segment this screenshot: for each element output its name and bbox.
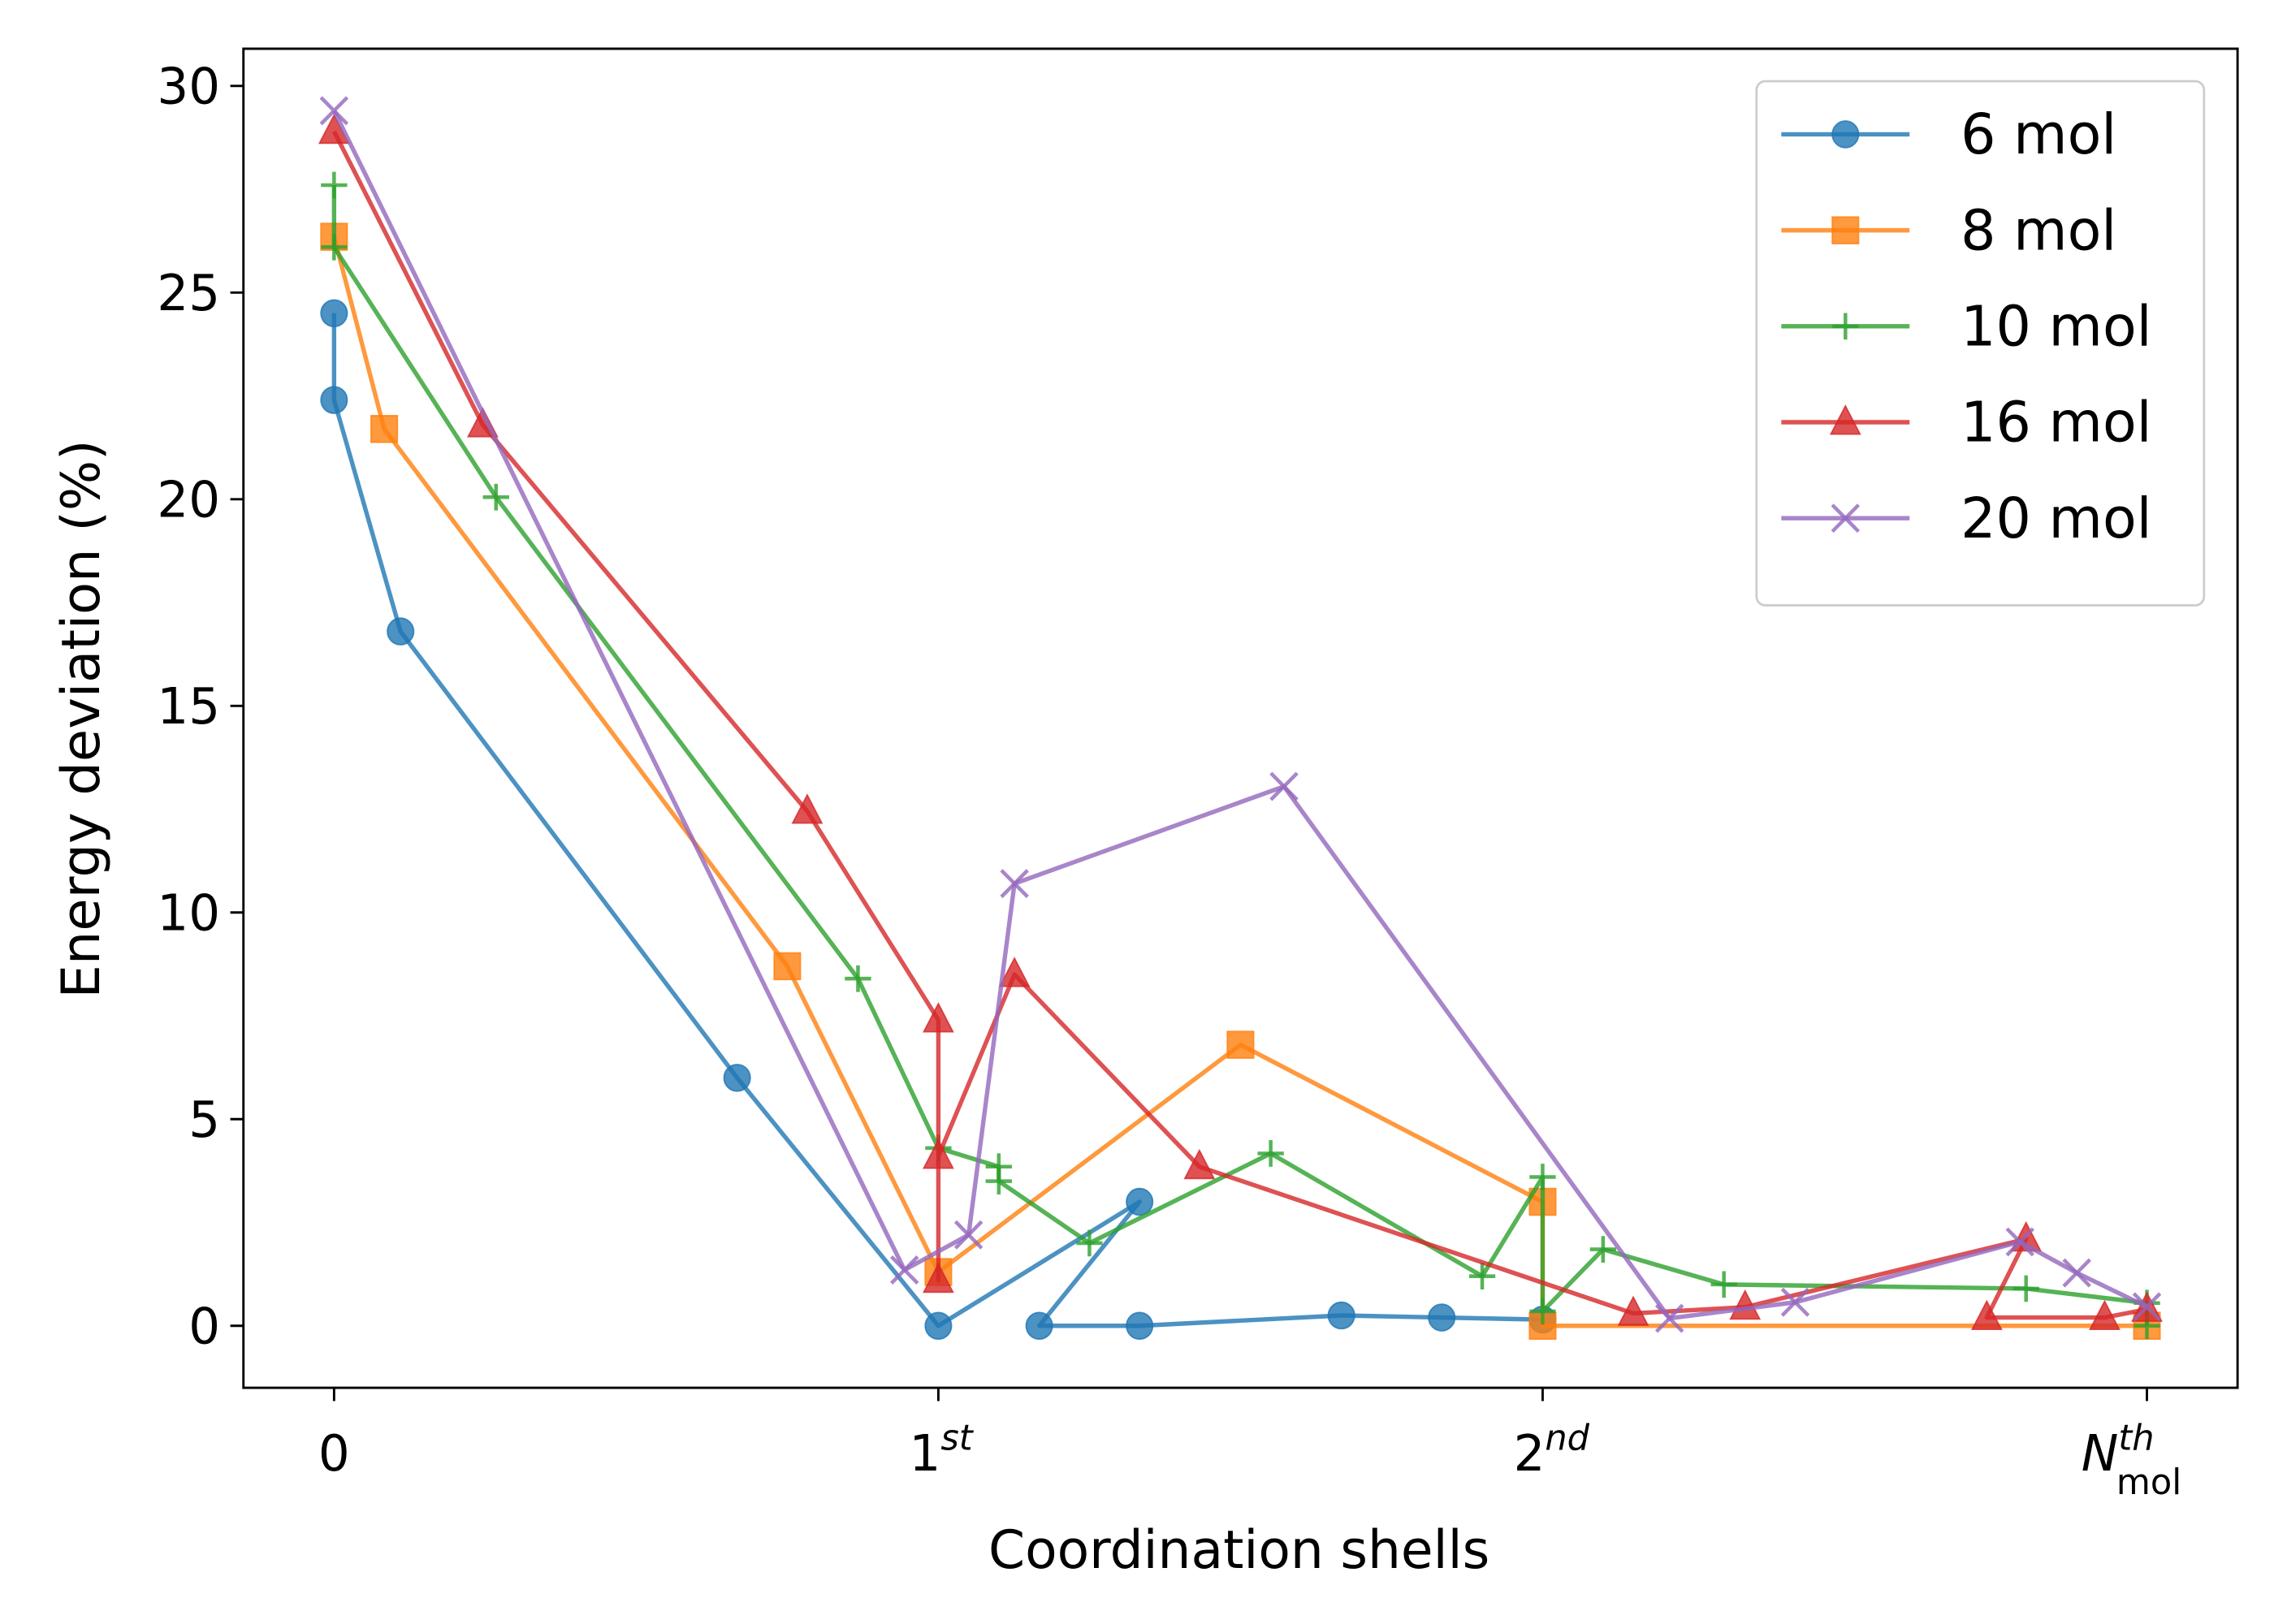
y-tick-label: 10 — [157, 884, 220, 942]
marker — [1529, 1164, 1556, 1190]
marker — [1589, 1236, 1617, 1263]
x-tick-label: Nth mol — [2082, 1418, 2181, 1503]
marker — [370, 414, 399, 443]
marker — [1327, 1301, 1355, 1330]
series-line — [331, 110, 2148, 1321]
x-tick-label: 2nd — [1514, 1418, 1590, 1483]
marker — [845, 965, 871, 992]
marker — [2062, 1258, 2091, 1288]
legend-label: 16 mol — [1961, 390, 2152, 456]
y-tick-label: 20 — [157, 471, 220, 529]
marker — [320, 299, 348, 328]
y-tick-label: 25 — [157, 265, 220, 322]
marker — [1529, 1298, 1556, 1325]
marker — [1183, 1148, 1216, 1180]
legend-label: 8 mol — [1961, 198, 2116, 264]
series-line — [331, 130, 2148, 1320]
marker — [387, 617, 415, 646]
marker — [482, 483, 509, 511]
marker — [2005, 1227, 2035, 1257]
marker — [985, 1168, 1012, 1194]
marker — [2089, 1299, 2121, 1331]
marker — [1970, 1299, 2003, 1331]
x-tick-label: 1st — [910, 1418, 975, 1483]
y-tick-label: 5 — [188, 1091, 220, 1149]
marker — [321, 233, 348, 261]
legend-label: 20 mol — [1961, 486, 2152, 551]
marker — [922, 1138, 954, 1169]
marker — [773, 952, 802, 981]
x-tick-label-sup: nd — [1545, 1418, 1589, 1458]
x-tick-label-main: 2 — [1514, 1425, 1546, 1483]
marker — [321, 171, 348, 199]
marker — [1000, 869, 1029, 899]
x-tick-label-sub: mol — [2116, 1462, 2181, 1503]
legend-marker — [1831, 503, 1861, 533]
marker — [1126, 1311, 1154, 1341]
marker — [1269, 771, 1299, 801]
y-tick-label: 15 — [157, 678, 220, 736]
marker — [1076, 1229, 1103, 1257]
x-tick-label-main: 1 — [910, 1425, 941, 1483]
legend-marker — [1831, 216, 1860, 244]
marker — [1257, 1140, 1284, 1167]
x-tick-label-sup: st — [940, 1418, 974, 1458]
marker — [890, 1255, 919, 1285]
marker — [922, 1262, 954, 1294]
marker — [1654, 1303, 1684, 1333]
legend-marker — [1832, 313, 1859, 340]
marker — [1710, 1271, 1737, 1298]
marker — [924, 1311, 953, 1341]
x-tick-label-sup: th — [2118, 1418, 2154, 1458]
marker — [791, 793, 824, 824]
marker — [320, 386, 348, 414]
marker — [922, 1002, 954, 1033]
marker — [2132, 1292, 2162, 1322]
marker — [2012, 1275, 2039, 1302]
marker — [723, 1064, 751, 1092]
marker — [1226, 1030, 1255, 1059]
legend-marker — [1829, 404, 1861, 435]
legend-marker — [1831, 120, 1860, 149]
y-axis-label: Energy deviation (%) — [51, 439, 112, 998]
marker — [1468, 1263, 1496, 1290]
marker — [1025, 1311, 1053, 1341]
x-tick-label-main: N — [2082, 1425, 2119, 1483]
marker — [953, 1220, 984, 1250]
marker — [1126, 1187, 1154, 1216]
marker — [319, 96, 349, 126]
x-axis-label: Coordination shells — [988, 1520, 1489, 1581]
marker — [1729, 1289, 1762, 1320]
x-tick-label: 0 — [318, 1425, 350, 1483]
legend-label: 10 mol — [1961, 294, 2152, 360]
y-tick-label: 0 — [188, 1298, 220, 1355]
marker — [1780, 1287, 1810, 1317]
marker — [998, 957, 1031, 987]
legend-label: 6 mol — [1961, 102, 2116, 168]
legend-box — [1755, 80, 2206, 607]
marker — [1617, 1295, 1649, 1326]
marker — [1428, 1303, 1456, 1332]
y-tick-label: 30 — [157, 58, 220, 115]
plot-frame — [242, 47, 2239, 1389]
